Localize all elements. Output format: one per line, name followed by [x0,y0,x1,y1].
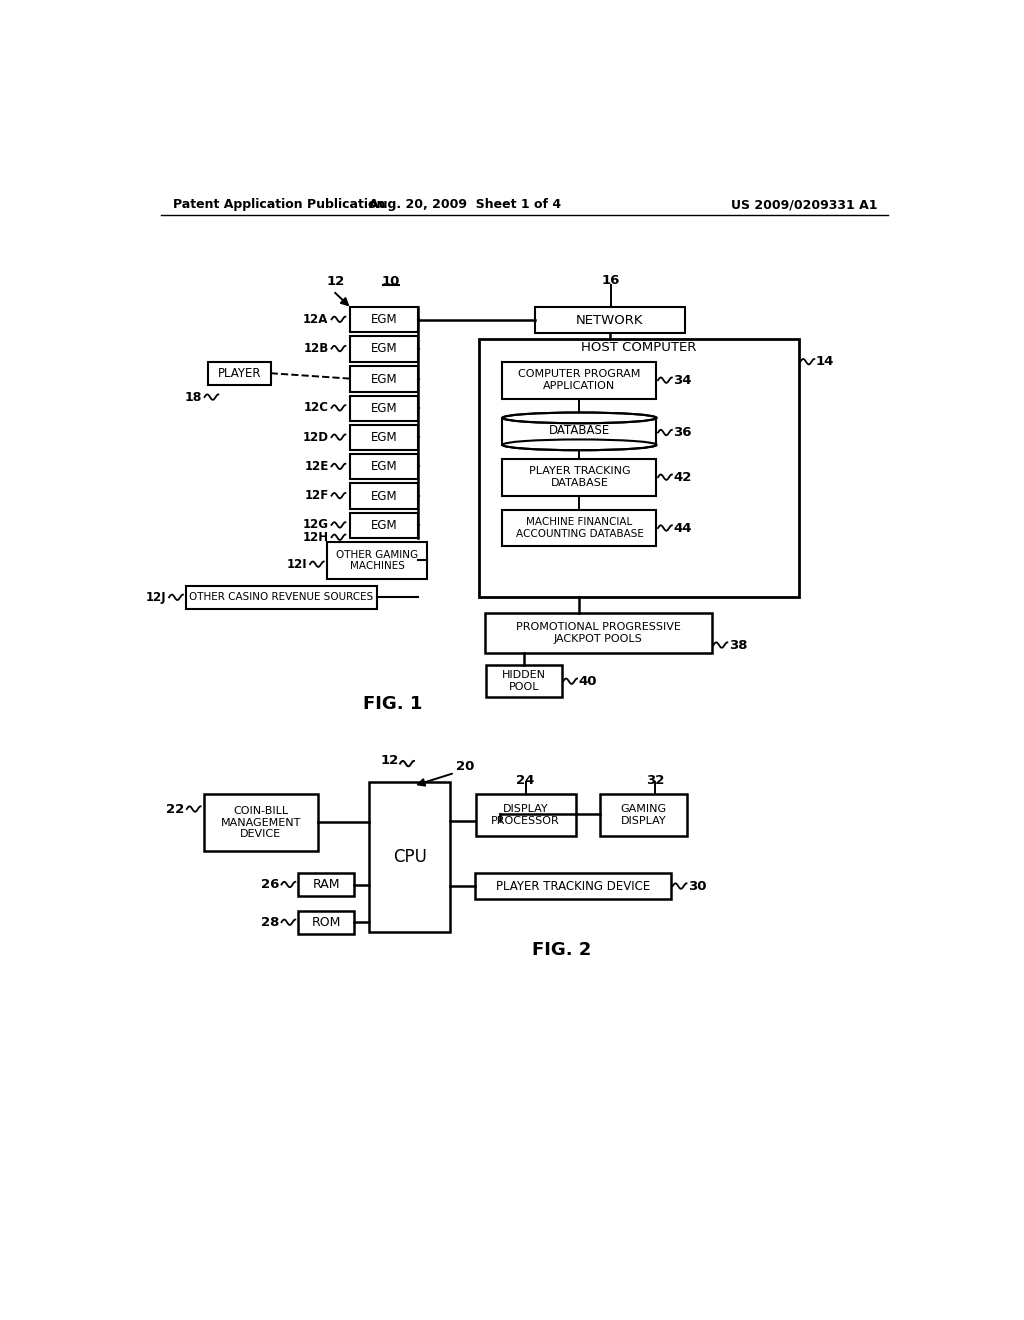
Text: 42: 42 [674,471,692,483]
Bar [350,367,418,392]
Text: 40: 40 [579,675,597,688]
Bar [350,512,418,539]
Bar [204,793,317,851]
Bar [350,483,418,508]
Text: DATABASE: DATABASE [549,424,610,437]
Bar [479,338,799,597]
Text: GAMING
DISPLAY: GAMING DISPLAY [621,804,667,825]
Bar [186,586,377,609]
Text: EGM: EGM [371,432,397,444]
Text: 30: 30 [688,879,707,892]
Text: PLAYER TRACKING DEVICE: PLAYER TRACKING DEVICE [496,879,650,892]
Text: 14: 14 [816,355,835,368]
Text: 12F: 12F [304,490,329,502]
Text: 12C: 12C [303,401,329,414]
Text: 12D: 12D [302,430,329,444]
Bar [350,396,418,421]
Text: 36: 36 [674,426,692,440]
Text: DISPLAY
PROCESSOR: DISPLAY PROCESSOR [492,804,560,825]
Bar [486,665,562,697]
Bar [350,337,418,362]
Text: EGM: EGM [371,313,397,326]
Text: PLAYER TRACKING
DATABASE: PLAYER TRACKING DATABASE [528,466,631,488]
Text: RAM: RAM [312,878,340,891]
Bar [298,911,354,933]
Text: COIN-BILL
MANAGEMENT
DEVICE: COIN-BILL MANAGEMENT DEVICE [220,807,301,840]
Text: 26: 26 [261,878,280,891]
Text: 12H: 12H [302,531,329,544]
Text: HOST COMPUTER: HOST COMPUTER [582,341,697,354]
Text: EGM: EGM [371,342,397,355]
Text: FIG. 1: FIG. 1 [362,694,422,713]
Text: 22: 22 [166,803,184,816]
Bar [350,425,418,450]
Text: ROM: ROM [311,916,341,929]
Text: 24: 24 [516,774,535,787]
Text: 38: 38 [729,639,748,652]
Text: Aug. 20, 2009  Sheet 1 of 4: Aug. 20, 2009 Sheet 1 of 4 [370,198,561,211]
Text: 10: 10 [382,275,400,288]
Bar [475,793,575,836]
Text: 12: 12 [380,754,398,767]
Text: OTHER CASINO REVENUE SOURCES: OTHER CASINO REVENUE SOURCES [189,593,374,602]
Text: PROMOTIONAL PROGRESSIVE
JACKPOT POOLS: PROMOTIONAL PROGRESSIVE JACKPOT POOLS [516,622,681,644]
Text: Patent Application Publication: Patent Application Publication [173,198,385,211]
Text: HIDDEN
POOL: HIDDEN POOL [502,671,546,692]
Text: FIG. 2: FIG. 2 [532,941,592,958]
Text: EGM: EGM [371,372,397,385]
Bar [208,362,270,385]
Text: EGM: EGM [371,519,397,532]
Bar [503,362,656,399]
Text: 12B: 12B [303,342,329,355]
Text: 32: 32 [646,774,665,787]
Bar [350,454,418,479]
Bar [350,308,418,333]
Bar [503,510,656,546]
Ellipse shape [504,413,655,422]
Text: 44: 44 [674,521,692,535]
Text: OTHER GAMING
MACHINES: OTHER GAMING MACHINES [336,549,418,572]
Text: 12G: 12G [302,519,329,532]
Bar [600,793,686,836]
Text: US 2009/0209331 A1: US 2009/0209331 A1 [731,198,878,211]
Bar [484,612,712,653]
Text: NETWORK: NETWORK [577,314,644,326]
Bar [475,873,671,899]
Bar [503,459,656,496]
Bar [298,873,354,896]
Text: EGM: EGM [371,401,397,414]
Bar [327,543,427,579]
Text: EGM: EGM [371,490,397,503]
Text: MACHINE FINANCIAL
ACCOUNTING DATABASE: MACHINE FINANCIAL ACCOUNTING DATABASE [515,517,643,539]
Text: 16: 16 [602,273,621,286]
Text: 34: 34 [674,374,692,387]
Text: 12A: 12A [303,313,329,326]
Text: COMPUTER PROGRAM
APPLICATION: COMPUTER PROGRAM APPLICATION [518,370,641,391]
Text: 12J: 12J [146,591,167,603]
Ellipse shape [503,441,655,450]
Text: 20: 20 [457,760,475,774]
Bar [503,418,656,445]
Text: 12E: 12E [304,459,329,473]
Text: 18: 18 [184,391,202,404]
Text: PLAYER: PLAYER [217,367,261,380]
Bar [370,781,451,932]
Bar [535,308,685,333]
Text: 12: 12 [326,275,344,288]
Text: 28: 28 [261,916,280,929]
Text: 12I: 12I [287,557,307,570]
Text: CPU: CPU [393,849,427,866]
Text: EGM: EGM [371,461,397,474]
